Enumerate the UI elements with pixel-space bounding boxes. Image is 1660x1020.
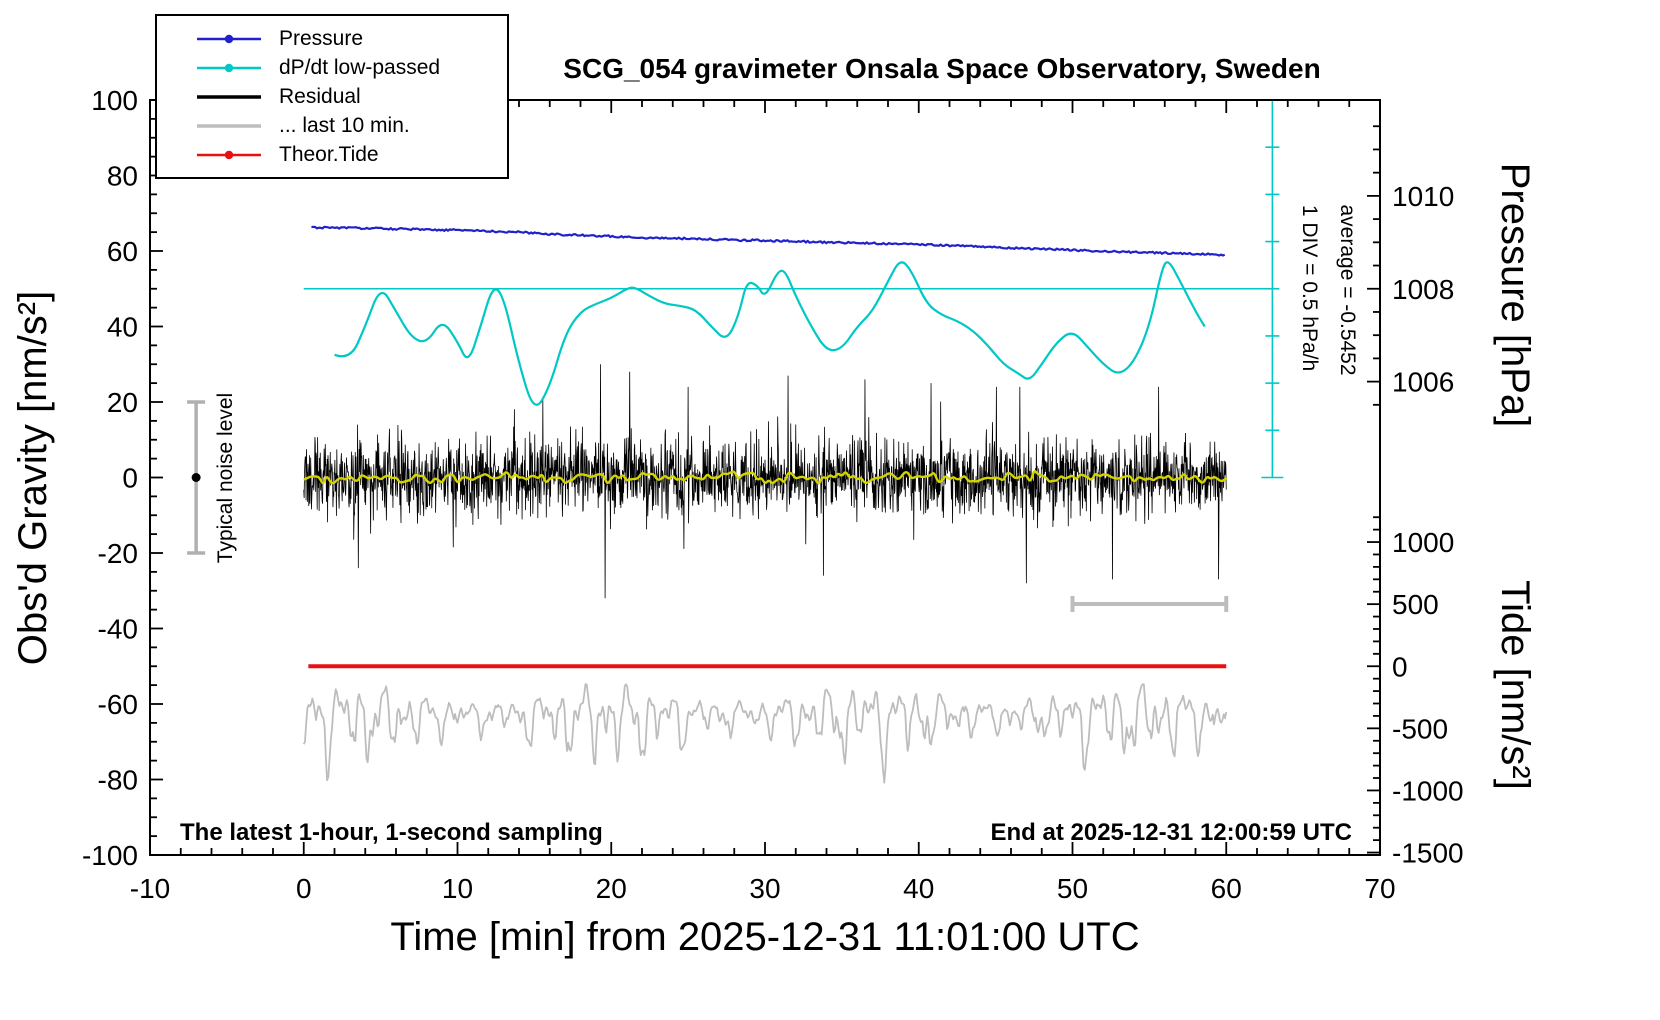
residual-lowpassed-series — [303, 470, 1228, 485]
gravity-tick-label: -80 — [98, 765, 138, 796]
legend-dot — [224, 63, 234, 72]
gravity-tick-label: -40 — [98, 614, 138, 645]
x-tick-label: -10 — [130, 873, 170, 904]
gravity-tick-label: 80 — [107, 161, 138, 192]
legend-glyph — [197, 94, 261, 99]
div-scale-annotation: 1 DIV = 0.5 hPa/h — [1298, 205, 1321, 371]
legend-label: Residual — [279, 84, 361, 108]
noise-level-dot — [191, 473, 201, 482]
legend-glyph — [197, 34, 261, 43]
legend-dot — [224, 34, 234, 43]
gravity-tick-label: -20 — [98, 538, 138, 569]
x-tick-label: 60 — [1211, 873, 1242, 904]
pressure-series — [311, 225, 1226, 257]
legend-dot — [224, 150, 234, 159]
legend-label: Pressure — [279, 26, 364, 50]
x-tick-label: 10 — [442, 873, 473, 904]
legend-item: Pressure — [157, 24, 507, 53]
pressure-tick-label: 1010 — [1392, 181, 1454, 212]
gravity-tick-label: 40 — [107, 312, 138, 343]
end-time-note: End at 2025-12-31 12:00:59 UTC — [991, 819, 1353, 846]
legend-item: Residual — [157, 82, 507, 111]
legend-item: Theor.Tide — [157, 140, 507, 169]
left-axis-label: Obs'd Gravity [nm/s²] — [11, 291, 55, 665]
legend-item: dP/dt low-passed — [157, 53, 507, 82]
residual-series — [303, 364, 1227, 599]
legend-label: ... last 10 min. — [279, 113, 410, 137]
gravity-tick-label: -100 — [82, 840, 138, 871]
x-tick-label: 20 — [596, 873, 627, 904]
legend-label: dP/dt low-passed — [279, 55, 441, 79]
tide-axis-label: Tide [nm/s²] — [1493, 580, 1537, 790]
legend-item: ... last 10 min. — [157, 111, 507, 140]
x-tick-label: 30 — [749, 873, 780, 904]
average-annotation: average = -0.5452 — [1336, 204, 1359, 375]
x-tick-label: 0 — [296, 873, 312, 904]
gravity-tick-label: 60 — [107, 236, 138, 267]
legend-glyph — [197, 63, 261, 72]
tide-tick-label: -1000 — [1392, 775, 1464, 806]
pressure-tick-label: 1006 — [1392, 367, 1454, 398]
pressure-tick-label: 1008 — [1392, 274, 1454, 305]
dpdt-lowpassed-series — [334, 261, 1206, 406]
tide-tick-label: 1000 — [1392, 527, 1454, 558]
tide-tick-label: -1500 — [1392, 838, 1464, 869]
sampling-note: The latest 1-hour, 1-second sampling — [180, 819, 603, 846]
series-layer — [187, 99, 1284, 784]
gravity-tick-label: 20 — [107, 387, 138, 418]
last10-trace — [302, 683, 1228, 784]
tide-tick-label: 0 — [1392, 651, 1408, 682]
gravity-tick-label: 0 — [122, 463, 138, 494]
legend-glyph — [197, 150, 261, 159]
x-tick-label: 70 — [1364, 873, 1395, 904]
tide-tick-label: -500 — [1392, 713, 1448, 744]
gravity-tick-label: 100 — [91, 85, 138, 116]
ticks-layer: -10 0 10 20 30 40 50 60 70-100-80-60-40-20020406… — [82, 85, 1464, 904]
legend-glyph — [197, 123, 261, 128]
legend-box: Pressure dP/dt low-passed Residual ... last… — [155, 14, 509, 179]
chart-title: SCG_054 gravimeter Onsala Space Observat… — [563, 53, 1320, 84]
pressure-axis-label: Pressure [hPa] — [1493, 163, 1537, 428]
legend-label: Theor.Tide — [279, 142, 379, 166]
x-axis-label: Time [min] from 2025-12-31 11:01:00 UTC — [390, 915, 1139, 959]
noise-level-label: Typical noise level — [214, 393, 237, 563]
tide-tick-label: 500 — [1392, 589, 1439, 620]
gravity-tick-label: -60 — [98, 689, 138, 720]
x-tick-label: 40 — [903, 873, 934, 904]
x-tick-label: 50 — [1057, 873, 1088, 904]
